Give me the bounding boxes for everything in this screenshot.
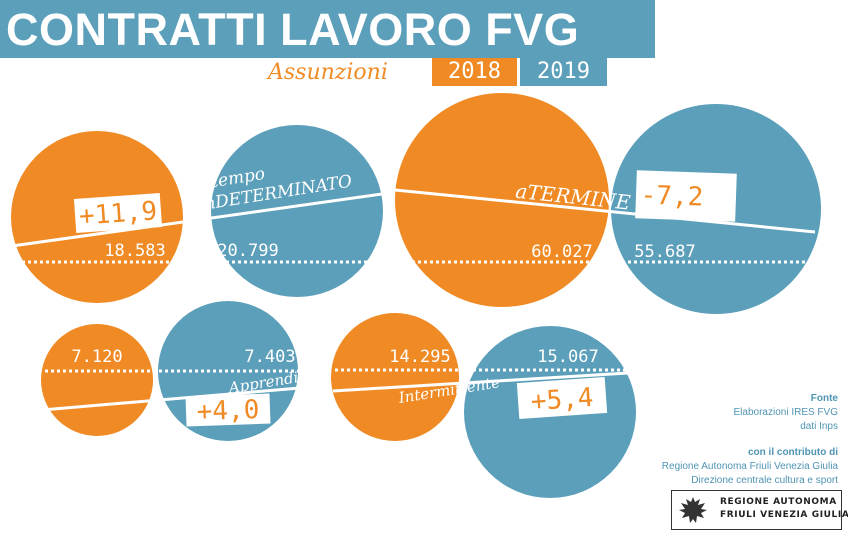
value-2018: 14.295 [389,347,450,367]
contrib-line-1: Regione Autonoma Friuli Venezia Giulia [661,461,838,472]
change-badge-box [185,393,271,427]
value-2019: 20.799 [217,241,278,261]
change-badge-box [635,170,737,222]
contrib-heading: con il contributo di [748,447,838,458]
change-value: +4,0 [196,395,260,427]
change-badge: -7,2 [635,170,737,222]
logo-line-2: FRIULI VENEZIA GIULIA [720,510,848,520]
bubble-2019 [211,125,383,297]
bubble-2018 [331,313,459,441]
divider-line [394,188,816,234]
value-2019: 55.687 [634,242,695,262]
change-badge: +4,0 [185,393,271,427]
source-line-2: dati Inps [800,421,838,432]
divider-line [11,192,383,248]
change-badge: +11,9 [73,193,163,233]
change-value: -7,2 [640,180,704,212]
logo-line-1: REGIONE AUTONOMA [720,497,837,507]
region-logo: REGIONE AUTONOMA FRIULI VENEZIA GIULIA [671,490,848,530]
value-2019: 7.403 [244,347,295,367]
year-2018-badge: 2018 [432,58,517,86]
divider-line [41,386,301,412]
subtitle: Assunzioni [268,60,388,85]
value-2018: 60.027 [531,242,592,262]
change-value: +5,4 [530,383,595,417]
source-heading: Fonte [810,393,838,404]
change-badge: +5,4 [516,376,608,420]
value-2019: 15.067 [537,347,598,367]
change-badge-box [73,193,163,233]
eagle-icon [679,497,707,523]
change-badge-box [516,376,608,420]
source-line-1: Elaborazioni IRES FVG [733,407,839,418]
contrib-line-2: Direzione centrale cultura e sport [691,475,838,486]
divider-line [332,371,629,393]
value-2018: 7.120 [71,347,122,367]
year-2019-badge: 2019 [520,58,607,86]
change-value: +11,9 [78,196,158,231]
title-bar: CONTRATTI LAVORO FVG [0,0,655,58]
value-2018: 18.583 [104,241,165,261]
bubble-2018 [41,324,153,436]
page-title: CONTRATTI LAVORO FVG [6,4,580,55]
